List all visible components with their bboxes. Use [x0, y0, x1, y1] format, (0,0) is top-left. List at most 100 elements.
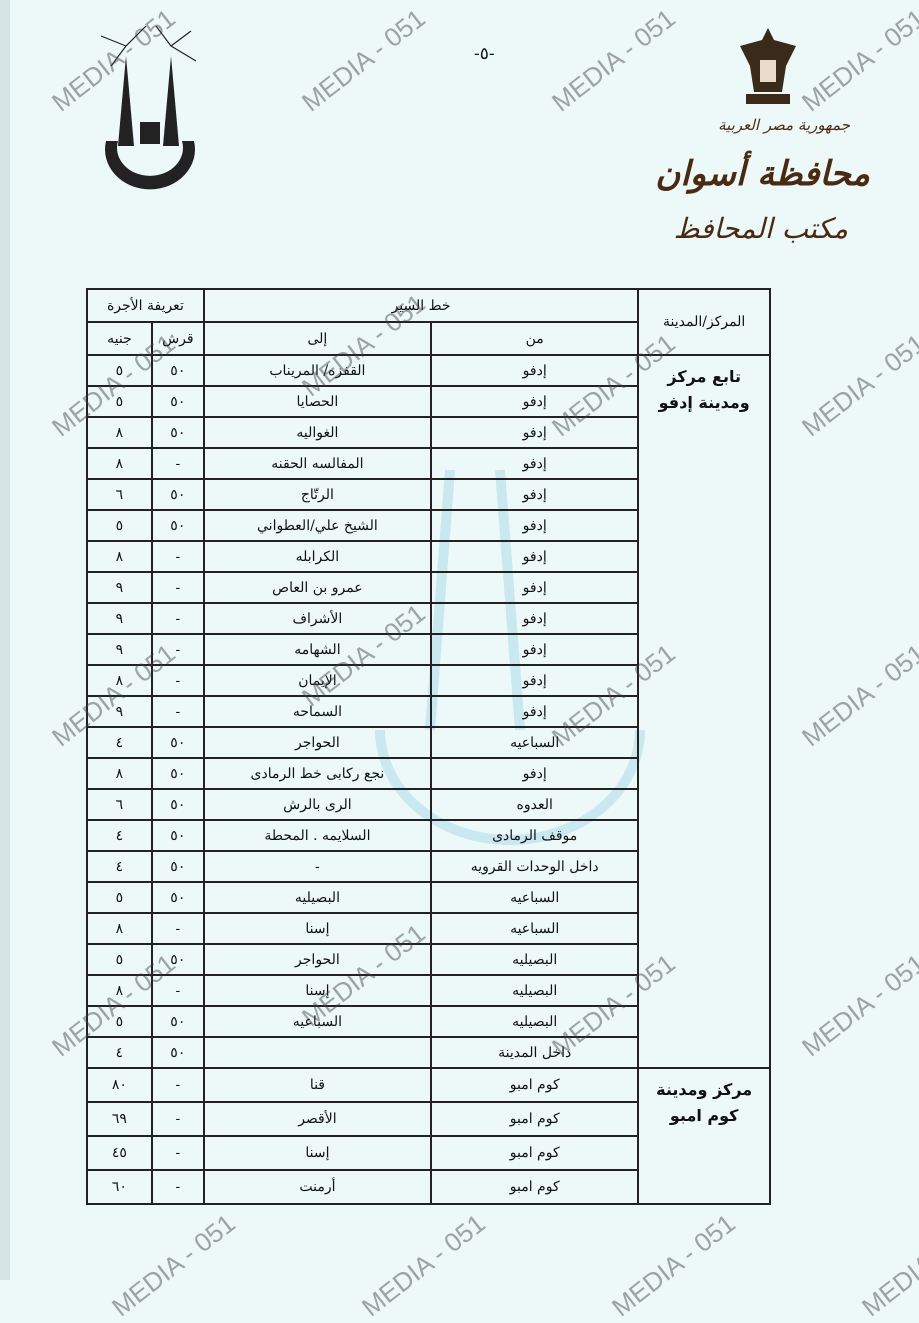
from-cell: السباعيه — [430, 912, 640, 945]
pounds-cell: ٨ — [86, 416, 153, 449]
pounds-cell: ٤ — [86, 726, 153, 759]
piasters-cell: - — [150, 447, 205, 480]
from-cell: داخل الوحدات القرويه — [430, 850, 640, 883]
from-cell: كوم امبو — [430, 1101, 640, 1137]
to-cell: نجع ركابى خط الرمادى — [202, 757, 433, 790]
piasters-cell: ٥٠ — [150, 757, 205, 790]
pounds-cell: ٩ — [86, 695, 153, 728]
media-watermark: MEDIA - 051 — [796, 637, 919, 753]
piasters-cell: - — [150, 695, 205, 728]
from-cell: إدفو — [430, 509, 640, 542]
piasters-cell: - — [150, 540, 205, 573]
to-cell: - — [202, 850, 433, 883]
egypt-eagle-emblem — [740, 28, 796, 104]
piasters-cell: ٥٠ — [150, 416, 205, 449]
to-cell: الرى بالرش — [202, 788, 433, 821]
table-row: إدفو الرتّاج ٥٠ ٦ — [86, 478, 770, 511]
piasters-cell: - — [150, 1169, 205, 1205]
from-cell: البصيليه — [430, 974, 640, 1007]
table-row: إدفو الأشراف -٩ — [86, 602, 770, 635]
to-cell: إسنا — [202, 912, 433, 945]
table-row: السباعيه الحواجر ٥٠ ٤ — [86, 726, 770, 759]
to-cell: الكرابله — [202, 540, 433, 573]
pounds-cell: ٨ — [86, 974, 153, 1007]
to-cell: الشيخ علي/العطواني — [202, 509, 433, 542]
table-row: إدفو الحصايا ٥٠ ٥ — [86, 385, 770, 418]
piasters-cell: ٥٠ — [150, 1005, 205, 1038]
to-cell: الشهامه — [202, 633, 433, 666]
table-row: البصيليه السباعيه ٥٠ ٥ — [86, 1005, 770, 1038]
media-watermark: MEDIA - 051 — [106, 1207, 241, 1323]
pounds-cell: ٦٩ — [86, 1101, 153, 1137]
pounds-cell: ٤ — [86, 1036, 153, 1069]
header-to: إلى — [202, 321, 433, 356]
to-cell: السباعيه — [202, 1005, 433, 1038]
pounds-cell: ٥ — [86, 385, 153, 418]
header-route: خط السير — [202, 288, 640, 323]
piasters-cell: ٥٠ — [150, 850, 205, 883]
aswan-logo — [100, 26, 197, 190]
to-cell: الأقصر — [202, 1101, 433, 1137]
pounds-cell: ٨ — [86, 447, 153, 480]
to-cell: المفالسه الحقنه — [202, 447, 433, 480]
piasters-cell: ٥٠ — [150, 726, 205, 759]
to-cell: الغواليه — [202, 416, 433, 449]
to-cell: الإيمان — [202, 664, 433, 697]
piasters-cell: ٥٠ — [150, 819, 205, 852]
media-watermark: MEDIA - 051 — [296, 2, 431, 118]
to-cell: الحصايا — [202, 385, 433, 418]
region-cell: تابع مركز ومدينة إدفو — [637, 354, 771, 1069]
from-cell: إدفو — [430, 695, 640, 728]
office-name: مكتب المحافظ — [673, 212, 848, 245]
piasters-cell: - — [150, 1101, 205, 1137]
piasters-cell: ٥٠ — [150, 509, 205, 542]
from-cell: كوم امبو — [430, 1169, 640, 1205]
to-cell: عمرو بن العاص — [202, 571, 433, 604]
from-cell: البصيليه — [430, 1005, 640, 1038]
media-watermark: MEDIA - 051 — [796, 947, 919, 1063]
pounds-cell: ٥ — [86, 1005, 153, 1038]
header-pounds: جنيه — [86, 321, 153, 356]
pounds-cell: ٥ — [86, 354, 153, 387]
piasters-cell: ٥٠ — [150, 354, 205, 387]
piasters-cell: ٥٠ — [150, 478, 205, 511]
from-cell: كوم امبو — [430, 1135, 640, 1171]
media-watermark: MEDIA - 051 — [796, 327, 919, 443]
from-cell: إدفو — [430, 385, 640, 418]
table-row: داخل الوحدات القرويه -٥٠ ٤ — [86, 850, 770, 883]
pounds-cell: ٦ — [86, 478, 153, 511]
pounds-cell: ٤٥ — [86, 1135, 153, 1171]
piasters-cell: - — [150, 1135, 205, 1171]
piasters-cell: - — [150, 664, 205, 697]
from-cell: العدوه — [430, 788, 640, 821]
table-row: السباعيه إسنا -٨ — [86, 912, 770, 945]
pounds-cell: ٩ — [86, 602, 153, 635]
from-cell: إدفو — [430, 540, 640, 573]
pounds-cell: ٥ — [86, 881, 153, 914]
to-cell: إسنا — [202, 1135, 433, 1171]
pounds-cell: ٩ — [86, 571, 153, 604]
pounds-cell: ٤ — [86, 819, 153, 852]
to-cell: القفزه/ المريناب — [202, 354, 433, 387]
to-cell: قنا — [202, 1067, 433, 1103]
pounds-cell: ٦٠ — [86, 1169, 153, 1205]
piasters-cell: - — [150, 571, 205, 604]
from-cell: إدفو — [430, 602, 640, 635]
to-cell: الحواجر — [202, 943, 433, 976]
table-row: تابع مركز ومدينة إدفو إدفو القفزه/ المرينا… — [86, 354, 771, 1069]
piasters-cell: ٥٠ — [150, 385, 205, 418]
media-watermark: MEDIA - 051 — [356, 1207, 491, 1323]
table-row: كوم امبو أرمنت -٦٠ — [86, 1169, 770, 1205]
from-cell: إدفو — [430, 447, 640, 480]
from-cell: إدفو — [430, 478, 640, 511]
from-cell: البصيليه — [430, 943, 640, 976]
table-row: البصيليه الحواجر ٥٠ ٥ — [86, 943, 770, 976]
header-piasters: قرش — [150, 321, 205, 356]
to-cell: البصيليه — [202, 881, 433, 914]
from-cell: السباعيه — [430, 726, 640, 759]
region-cell: مركز ومدينة كوم امبو — [637, 1067, 771, 1205]
page-number: -٥- — [474, 44, 495, 64]
piasters-cell: - — [150, 602, 205, 635]
from-cell: إدفو — [430, 757, 640, 790]
from-cell: إدفو — [430, 633, 640, 666]
